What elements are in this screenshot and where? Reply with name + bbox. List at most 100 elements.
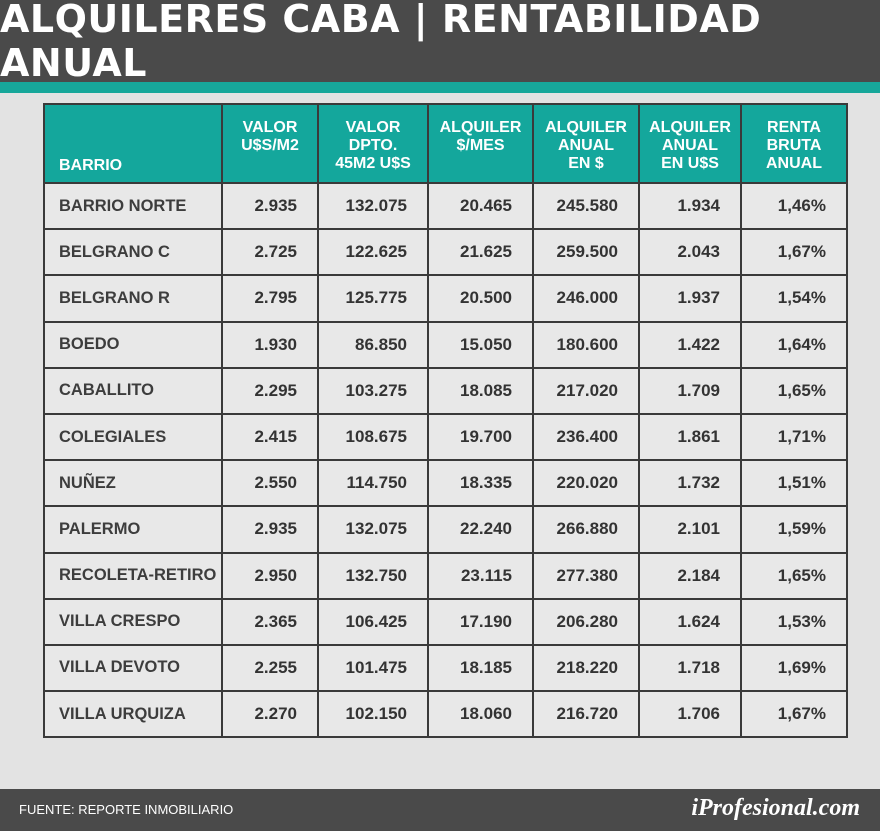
value-cell: 2.365 bbox=[221, 597, 319, 646]
value-cell: 1.422 bbox=[638, 320, 742, 369]
table-row: BARRIO NORTE 2.935 132.075 20.465 245.580 1.9… bbox=[43, 181, 848, 231]
table-header-row: BARRIO VALOR U$S/M2 VALOR DPTO. 45M2 U$S ALQUI… bbox=[43, 103, 848, 184]
column-header: VALOR U$S/M2 bbox=[221, 103, 319, 184]
column-header-line: ALQUILER bbox=[439, 119, 522, 136]
value-cell: 17.190 bbox=[427, 597, 534, 646]
value-cell: 18.335 bbox=[427, 459, 534, 508]
value-cell: 23.115 bbox=[427, 551, 534, 600]
column-header-line: ANUAL bbox=[766, 155, 822, 172]
column-header-line: VALOR bbox=[242, 119, 298, 136]
value-cell: 1,67% bbox=[740, 690, 848, 739]
value-cell: 2.270 bbox=[221, 690, 319, 739]
value-cell: 1.937 bbox=[638, 274, 742, 323]
title-banner: ALQUILERES CABA | RENTABILIDAD ANUAL bbox=[0, 0, 880, 85]
column-header-line: ALQUILER bbox=[545, 119, 627, 136]
value-cell: 1.861 bbox=[638, 412, 742, 462]
value-cell: 108.675 bbox=[317, 412, 429, 462]
value-cell: 125.775 bbox=[317, 274, 429, 323]
value-cell: 1,54% bbox=[740, 274, 848, 323]
value-cell: 1,59% bbox=[740, 505, 848, 554]
column-header-line: ALQUILER bbox=[649, 119, 731, 136]
value-cell: 1.624 bbox=[638, 597, 742, 646]
column-header: RENTA BRUTA ANUAL bbox=[740, 103, 848, 184]
value-cell: 1,53% bbox=[740, 597, 848, 646]
barrio-cell: VILLA CRESPO bbox=[43, 597, 223, 646]
rent-table: BARRIO VALOR U$S/M2 VALOR DPTO. 45M2 U$S ALQUI… bbox=[43, 103, 848, 739]
value-cell: 2.101 bbox=[638, 505, 742, 554]
value-cell: 1,64% bbox=[740, 320, 848, 369]
value-cell: 132.750 bbox=[317, 551, 429, 600]
value-cell: 245.580 bbox=[532, 181, 640, 231]
value-cell: 2.550 bbox=[221, 459, 319, 508]
column-header-line: VALOR bbox=[345, 119, 401, 136]
value-cell: 1,46% bbox=[740, 181, 848, 231]
value-cell: 180.600 bbox=[532, 320, 640, 369]
table-row: RECOLETA-RETIRO 2.950 132.750 23.115 277.380… bbox=[43, 551, 848, 600]
value-cell: 2.184 bbox=[638, 551, 742, 600]
value-cell: 216.720 bbox=[532, 690, 640, 739]
value-cell: 2.795 bbox=[221, 274, 319, 323]
value-cell: 18.060 bbox=[427, 690, 534, 739]
value-cell: 236.400 bbox=[532, 412, 640, 462]
barrio-cell: BOEDO bbox=[43, 320, 223, 369]
value-cell: 2.415 bbox=[221, 412, 319, 462]
value-cell: 18.085 bbox=[427, 366, 534, 415]
table-row: VILLA URQUIZA 2.270 102.150 18.060 216.720 1.… bbox=[43, 690, 848, 739]
value-cell: 220.020 bbox=[532, 459, 640, 508]
value-cell: 106.425 bbox=[317, 597, 429, 646]
value-cell: 1.709 bbox=[638, 366, 742, 415]
value-cell: 1,65% bbox=[740, 551, 848, 600]
barrio-cell: VILLA URQUIZA bbox=[43, 690, 223, 739]
value-cell: 2.935 bbox=[221, 505, 319, 554]
value-cell: 122.625 bbox=[317, 228, 429, 277]
value-cell: 1,71% bbox=[740, 412, 848, 462]
value-cell: 217.020 bbox=[532, 366, 640, 415]
column-header: ALQUILER $/MES bbox=[427, 103, 534, 184]
column-header-line: DPTO. bbox=[348, 137, 398, 154]
value-cell: 21.625 bbox=[427, 228, 534, 277]
footer-bar: FUENTE: REPORTE INMOBILIARIO iProfesiona… bbox=[0, 789, 880, 831]
value-cell: 2.935 bbox=[221, 181, 319, 231]
table-row: COLEGIALES 2.415 108.675 19.700 236.400 1.861… bbox=[43, 412, 848, 462]
value-cell: 2.950 bbox=[221, 551, 319, 600]
value-cell: 277.380 bbox=[532, 551, 640, 600]
barrio-cell: COLEGIALES bbox=[43, 412, 223, 462]
value-cell: 103.275 bbox=[317, 366, 429, 415]
value-cell: 246.000 bbox=[532, 274, 640, 323]
table-row: NUÑEZ 2.550 114.750 18.335 220.020 1.732 1,51% bbox=[43, 459, 848, 508]
accent-stripe bbox=[0, 82, 880, 93]
value-cell: 1.706 bbox=[638, 690, 742, 739]
column-header-line: RENTA bbox=[767, 119, 821, 136]
column-header: ALQUILER ANUAL EN U$S bbox=[638, 103, 742, 184]
value-cell: 2.725 bbox=[221, 228, 319, 277]
value-cell: 19.700 bbox=[427, 412, 534, 462]
value-cell: 2.043 bbox=[638, 228, 742, 277]
value-cell: 132.075 bbox=[317, 505, 429, 554]
barrio-cell: BELGRANO R bbox=[43, 274, 223, 323]
page-title: ALQUILERES CABA | RENTABILIDAD ANUAL bbox=[0, 0, 762, 85]
value-cell: 22.240 bbox=[427, 505, 534, 554]
column-header-line: EN U$S bbox=[661, 155, 719, 172]
value-cell: 86.850 bbox=[317, 320, 429, 369]
value-cell: 1,65% bbox=[740, 366, 848, 415]
column-header-line: EN $ bbox=[568, 155, 604, 172]
column-header: BARRIO bbox=[43, 103, 223, 184]
column-header-line: 45M2 U$S bbox=[335, 155, 411, 172]
table-row: BELGRANO C 2.725 122.625 21.625 259.500 2.043… bbox=[43, 228, 848, 277]
value-cell: 2.295 bbox=[221, 366, 319, 415]
value-cell: 1,51% bbox=[740, 459, 848, 508]
value-cell: 206.280 bbox=[532, 597, 640, 646]
value-cell: 1.934 bbox=[638, 181, 742, 231]
value-cell: 2.255 bbox=[221, 643, 319, 693]
value-cell: 20.465 bbox=[427, 181, 534, 231]
column-header-line: BRUTA bbox=[766, 137, 822, 154]
barrio-cell: VILLA DEVOTO bbox=[43, 643, 223, 693]
value-cell: 102.150 bbox=[317, 690, 429, 739]
value-cell: 18.185 bbox=[427, 643, 534, 693]
table-body: BARRIO NORTE 2.935 132.075 20.465 245.580 1.9… bbox=[43, 181, 848, 739]
barrio-cell: RECOLETA-RETIRO bbox=[43, 551, 223, 600]
value-cell: 114.750 bbox=[317, 459, 429, 508]
table-row: PALERMO 2.935 132.075 22.240 266.880 2.101 1,5… bbox=[43, 505, 848, 554]
value-cell: 218.220 bbox=[532, 643, 640, 693]
column-header-line: BARRIO bbox=[59, 157, 123, 174]
